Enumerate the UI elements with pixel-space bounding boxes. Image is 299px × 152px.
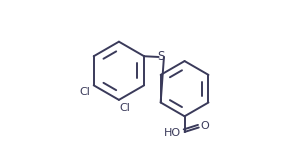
Text: HO: HO (164, 128, 181, 138)
Text: S: S (158, 50, 165, 64)
Text: O: O (201, 121, 209, 131)
Text: Cl: Cl (80, 87, 91, 97)
Text: Cl: Cl (120, 103, 131, 113)
